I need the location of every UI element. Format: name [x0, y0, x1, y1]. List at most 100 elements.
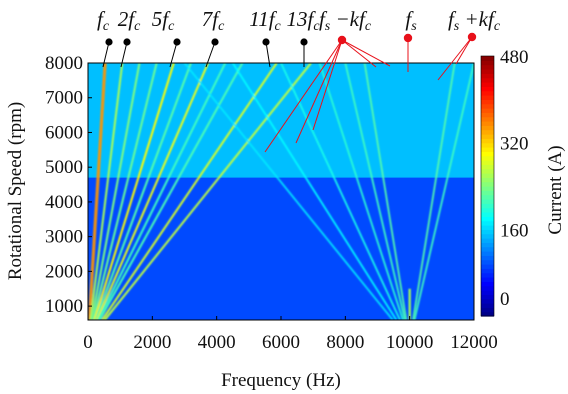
harmonic-line-2	[89, 63, 124, 320]
colorbar-segment	[481, 69, 494, 74]
harmonic-line-7	[95, 63, 210, 320]
colorbar-segment	[481, 99, 494, 105]
annotation-label: 2fc	[118, 7, 141, 34]
colorbar-segment	[481, 155, 494, 161]
annotation-label: fs −kfc	[319, 7, 372, 34]
annotation-label: 7fc	[202, 7, 225, 34]
x-tick-label: 4000	[198, 332, 236, 353]
colorbar-segment	[481, 77, 494, 83]
colorbar-segment	[481, 82, 494, 87]
colorbar-segment	[481, 246, 494, 252]
annotation-marker	[105, 38, 113, 46]
annotation-leader	[102, 41, 110, 68]
background-high-speed	[88, 63, 474, 178]
harmonic-line-11	[103, 63, 312, 320]
colorbar-segment	[481, 298, 494, 304]
x-tick-label: 10000	[386, 332, 434, 353]
colorbar-segment	[481, 272, 494, 278]
annotation-label: fc	[97, 7, 110, 34]
colorbar-segment	[481, 125, 494, 131]
colorbar: 0 160 320 480	[480, 47, 529, 317]
sideband-plus-leader	[455, 36, 473, 65]
y-tick-label: 4000	[45, 192, 83, 213]
y-tick-label: 5000	[45, 157, 83, 178]
colorbar-segment	[481, 285, 494, 291]
colorbar-segment	[481, 190, 494, 196]
harmonic-line-10	[101, 63, 278, 320]
harmonic-line-5	[93, 63, 175, 320]
colorbar-segment	[481, 160, 494, 165]
plot-area	[87, 62, 475, 321]
colorbar-segment	[481, 86, 494, 92]
annotation-marker	[262, 38, 270, 46]
colorbar-segment	[481, 264, 494, 269]
annotation-label: 5fc	[152, 7, 175, 34]
colorbar-segment	[481, 233, 494, 239]
y-axis: 1000 2000 3000 4000 5000 6000 7000 8000	[45, 53, 92, 317]
x-axis: 0 2000 4000 6000 8000 10000 12000	[83, 316, 498, 353]
sideband-minus-leader	[264, 39, 343, 153]
colorbar-segment	[481, 255, 494, 261]
colorbar-tick-label: 320	[500, 134, 529, 155]
harmonic-line-1	[88, 63, 107, 320]
annotation-marker	[300, 38, 308, 46]
colorbar-frame	[480, 55, 495, 317]
colorbar-segment	[481, 281, 494, 287]
colorbar-segment	[481, 168, 494, 174]
colorbar-segment	[481, 129, 494, 135]
x-tick-label: 2000	[133, 332, 171, 353]
x-tick-label: 8000	[326, 332, 364, 353]
x-tick-label: 12000	[450, 332, 498, 353]
colorbar-segment	[481, 95, 494, 100]
colorbar-segment	[481, 251, 494, 256]
y-tick-label: 1000	[45, 296, 83, 317]
annotation-leader	[169, 41, 178, 68]
colorbar-segment	[481, 164, 494, 170]
colorbar-tick-label: 480	[500, 47, 529, 68]
colorbar-segment	[481, 103, 494, 109]
colorbar-segment	[481, 56, 494, 61]
annotation-marker	[211, 38, 219, 46]
colorbar-segment	[481, 194, 494, 200]
y-tick-label: 8000	[45, 53, 83, 74]
x-tick-label: 6000	[262, 332, 300, 353]
sideband-plus-line-1	[412, 63, 456, 320]
colorbar-segment	[481, 303, 494, 308]
colorbar-segment	[481, 121, 494, 126]
annotation-marker	[173, 38, 181, 46]
colorbar-segment	[481, 212, 494, 217]
y-axis-label: Rotational Speed (rpm)	[5, 102, 26, 280]
sideband-minus-leader	[341, 39, 377, 68]
harmonic-line-6	[94, 63, 192, 320]
colorbar-segment	[481, 216, 494, 222]
annotation-label: fs +kfc	[448, 7, 501, 34]
colorbar-segment	[481, 116, 494, 122]
colorbar-segment	[481, 147, 494, 152]
colorbar-segment	[481, 186, 494, 191]
sideband-minus-line-6	[183, 63, 394, 320]
y-tick-label: 3000	[45, 227, 83, 248]
colorbar-segment	[481, 207, 494, 213]
colorbar-segment	[481, 307, 494, 313]
colorbar-segment	[481, 173, 494, 178]
sideband-minus-leader	[341, 39, 391, 67]
colorbar-segment	[481, 64, 494, 70]
colorbar-segment	[481, 151, 494, 157]
harmonic-line-8	[97, 63, 227, 320]
sideband-plus-line-2	[413, 63, 474, 320]
colorbar-segment	[481, 229, 494, 235]
colorbar-segment	[481, 242, 494, 248]
colorbar-segment	[481, 225, 494, 230]
annotation-label: fs	[405, 7, 417, 34]
colorbar-tick-label: 160	[500, 220, 529, 241]
sideband-minus-line-3	[318, 63, 404, 320]
colorbar-segment	[481, 277, 494, 282]
colorbar-segment	[481, 220, 494, 226]
x-axis-label: Frequency (Hz)	[221, 370, 341, 391]
colorbar-segment	[481, 142, 494, 148]
sideband-minus-leader	[312, 39, 343, 131]
sideband-minus-line-1	[363, 63, 408, 320]
sideband-minus-line-4	[280, 63, 401, 320]
harmonic-lines	[88, 63, 474, 320]
